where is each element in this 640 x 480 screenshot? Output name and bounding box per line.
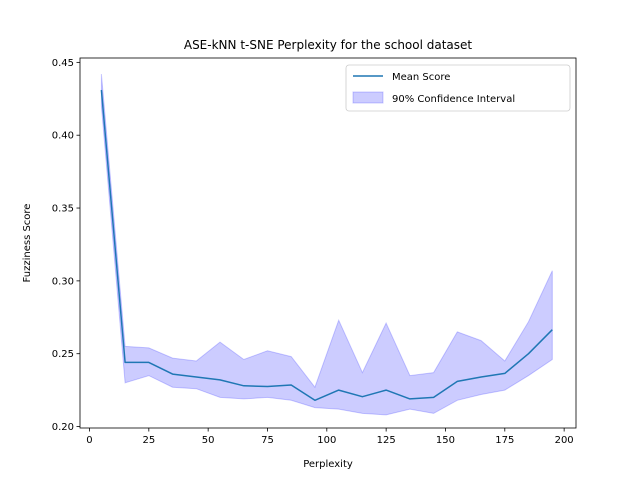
confidence-interval-band [100, 73, 553, 416]
x-axis-label: Perplexity [303, 459, 353, 470]
y-axis: 0.20 0.25 0.30 0.35 0.40 0.45 [52, 58, 80, 433]
legend-label-mean-score: Mean Score [392, 72, 450, 83]
y-tick-label: 0.45 [52, 58, 74, 69]
legend-box [345, 64, 571, 112]
x-tick-label: 175 [495, 435, 514, 446]
x-tick-label: 25 [142, 435, 155, 446]
mean-score-line [100, 89, 553, 402]
legend-swatch-confidence-interval [352, 91, 384, 104]
legend: Mean Score 90% Confidence Interval [345, 64, 571, 112]
x-tick-label: 0 [86, 435, 92, 446]
plot-area [79, 57, 577, 429]
band-layer [100, 73, 553, 416]
x-tick-label: 50 [202, 435, 215, 446]
x-tick-label: 150 [436, 435, 455, 446]
line-layer [100, 89, 553, 402]
chart-title: ASE-kNN t-SNE Perplexity for the school … [184, 38, 473, 52]
y-axis-label: Fuzziness Score [22, 204, 33, 283]
x-tick-label: 125 [377, 435, 396, 446]
y-tick-label: 0.35 [52, 204, 74, 215]
y-tick-label: 0.30 [52, 276, 74, 287]
x-tick-label: 75 [261, 435, 274, 446]
x-axis: 0 25 50 75 100 125 150 175 200 [86, 428, 574, 446]
y-tick-label: 0.40 [52, 131, 74, 142]
y-tick-label: 0.20 [52, 422, 74, 433]
axes-frame [79, 57, 577, 429]
y-tick-label: 0.25 [52, 349, 74, 360]
x-tick-label: 100 [317, 435, 336, 446]
x-tick-label: 200 [555, 435, 574, 446]
legend-label-confidence-interval: 90% Confidence Interval [392, 94, 515, 105]
